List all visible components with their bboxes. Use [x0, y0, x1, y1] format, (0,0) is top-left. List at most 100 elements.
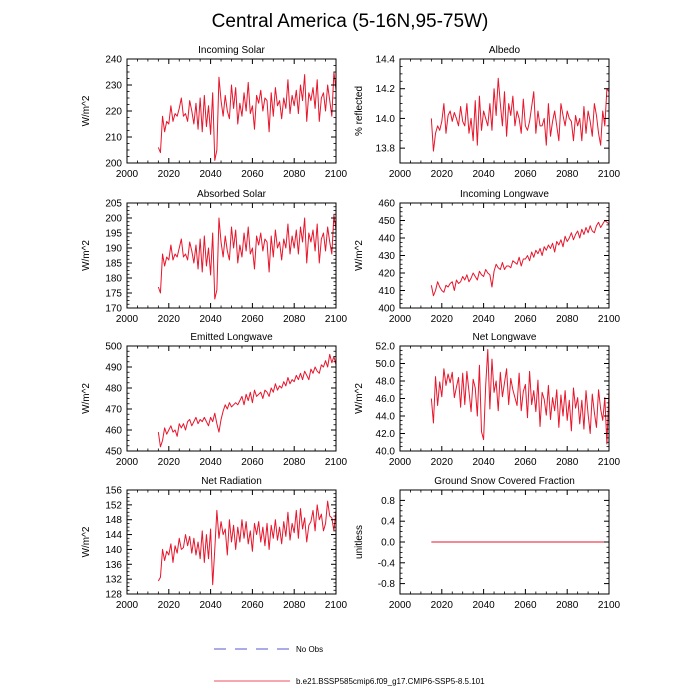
chart-panel: Albedo % reflected 2000 2020 2040 2060 2080 210…	[354, 45, 621, 180]
y-tick-label: 500	[105, 342, 122, 353]
y-axis-label: unitless	[354, 525, 365, 559]
panel-title: Incoming Longwave	[460, 189, 549, 200]
y-tick-label: 205	[105, 199, 122, 210]
x-tick-label: 2100	[325, 600, 348, 611]
y-tick-label: -0.8	[378, 579, 396, 590]
y-tick-label: 220	[105, 107, 122, 118]
y-tick-label: 400	[378, 304, 395, 315]
x-tick-label: 2080	[283, 169, 306, 180]
y-tick-label: 170	[105, 304, 122, 315]
x-tick-label: 2000	[116, 457, 139, 468]
x-tick-label: 2000	[389, 457, 412, 468]
y-tick-label: 410	[378, 286, 395, 297]
x-tick-label: 2100	[325, 314, 348, 325]
y-tick-label: 200	[105, 159, 122, 170]
y-tick-label: 144	[105, 530, 122, 541]
y-tick-label: -0.4	[378, 558, 396, 569]
chart-panel: Net Radiation W/m^2 2000 2020 2040 2060 2080 21…	[81, 476, 348, 611]
y-tick-label: 420	[378, 269, 395, 280]
y-tick-label: 175	[105, 289, 122, 300]
x-tick-label: 2060	[241, 457, 264, 468]
y-axis-label: W/m^2	[81, 240, 92, 271]
y-tick-label: 0.4	[381, 517, 395, 528]
x-tick-label: 2100	[598, 314, 621, 325]
chart-panel: Absorbed Solar W/m^2 2000 2020 2040 2060 2080 2…	[81, 189, 348, 325]
panel-title: Net Radiation	[201, 476, 262, 487]
chart-panel: Emitted Longwave W/m^2 2000 2020 2040 2060 208…	[81, 332, 348, 468]
x-tick-label: 2080	[283, 314, 306, 325]
x-tick-label: 2040	[472, 169, 495, 180]
x-tick-label: 2000	[116, 169, 139, 180]
chart-panel: Net Longwave W/m^2 2000 2020 2040 2060 2080 210…	[354, 332, 621, 468]
y-tick-label: 50.0	[376, 359, 396, 370]
y-tick-label: 200	[105, 214, 122, 225]
y-tick-label: 44.0	[376, 412, 396, 423]
x-tick-label: 2040	[472, 457, 495, 468]
x-tick-label: 2020	[431, 457, 454, 468]
y-tick-label: 148	[105, 515, 122, 526]
y-axis-label: W/m^2	[354, 240, 365, 271]
chart-panel: Incoming Longwave W/m^2 2000 2020 2040 2060 20…	[354, 189, 621, 325]
x-tick-label: 2080	[556, 169, 579, 180]
y-tick-label: 490	[105, 363, 122, 374]
y-tick-label: 42.0	[376, 429, 396, 440]
y-tick-label: 180	[105, 274, 122, 285]
x-tick-label: 2060	[241, 314, 264, 325]
series-line	[157, 500, 337, 586]
x-tick-label: 2060	[514, 169, 537, 180]
y-tick-label: 48.0	[376, 377, 396, 388]
y-tick-label: 40.0	[376, 447, 396, 458]
x-tick-label: 2000	[389, 314, 412, 325]
y-tick-label: 480	[105, 384, 122, 395]
x-tick-label: 2020	[158, 314, 181, 325]
x-tick-label: 2060	[514, 600, 537, 611]
y-tick-label: 13.8	[376, 144, 396, 155]
x-tick-label: 2020	[158, 457, 181, 468]
y-axis-label: % reflected	[354, 86, 365, 136]
x-tick-label: 2100	[325, 457, 348, 468]
y-tick-label: 14.2	[376, 84, 396, 95]
x-tick-label: 2020	[158, 600, 181, 611]
x-tick-label: 2080	[556, 457, 579, 468]
series-line	[157, 71, 337, 161]
y-tick-label: 14.0	[376, 114, 396, 125]
plot-frame	[399, 58, 610, 164]
y-tick-label: 156	[105, 486, 122, 497]
x-tick-label: 2060	[241, 169, 264, 180]
y-tick-label: 185	[105, 259, 122, 270]
y-tick-label: 128	[105, 590, 122, 601]
legend-model-label: b.e21.BSSP585cmip6.f09_g17.CMIP6-SSP5-8.…	[296, 677, 485, 686]
legend: No Obs b.e21.BSSP585cmip6.f09_g17.CMIP6-…	[214, 645, 485, 686]
y-tick-label: 14.4	[376, 55, 396, 66]
y-tick-label: 195	[105, 229, 122, 240]
panel-group: Incoming Solar W/m^2 2000 2020 2040 2060 2080 2…	[81, 45, 621, 611]
y-tick-label: 52.0	[376, 342, 396, 353]
y-axis-label: W/m^2	[81, 526, 92, 557]
x-tick-label: 2040	[472, 600, 495, 611]
x-tick-label: 2080	[556, 600, 579, 611]
panel-title: Net Longwave	[473, 332, 537, 343]
x-tick-label: 2060	[514, 314, 537, 325]
series-line	[157, 353, 337, 448]
y-tick-label: 0.8	[381, 496, 395, 507]
series-line	[430, 77, 610, 152]
figure-title: Central America (5-16N,95-75W)	[212, 11, 489, 32]
x-tick-label: 2020	[431, 169, 454, 180]
y-tick-label: 240	[105, 55, 122, 66]
y-tick-label: 190	[105, 244, 122, 255]
panel-title: Ground Snow Covered Fraction	[434, 476, 575, 487]
x-tick-label: 2000	[116, 314, 139, 325]
x-tick-label: 2080	[283, 457, 306, 468]
y-tick-label: 230	[105, 81, 122, 92]
panel-title: Albedo	[489, 45, 521, 56]
y-tick-label: 430	[378, 251, 395, 262]
y-tick-label: 460	[105, 426, 122, 437]
series-line	[430, 220, 610, 297]
y-tick-label: 136	[105, 560, 122, 571]
y-tick-label: 450	[378, 216, 395, 227]
y-tick-label: 460	[378, 199, 395, 210]
y-axis-label: W/m^2	[354, 383, 365, 414]
x-tick-label: 2020	[431, 600, 454, 611]
